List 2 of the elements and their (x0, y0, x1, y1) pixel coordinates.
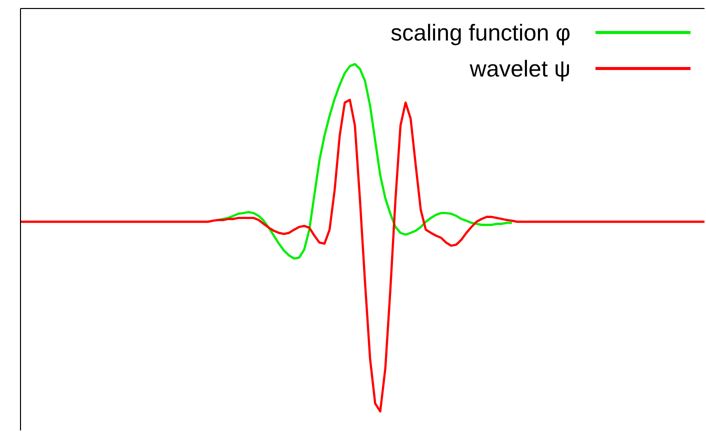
legend-label: scaling function φ (390, 20, 571, 46)
legend-label: wavelet ψ (468, 56, 571, 82)
